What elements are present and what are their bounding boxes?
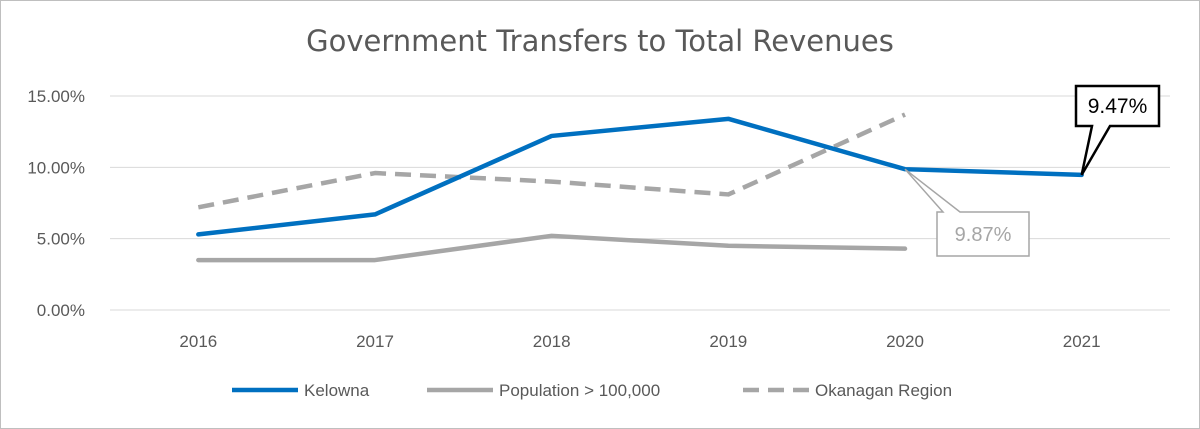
y-axis-ticks: 0.00% 5.00% 10.00% 15.00% [27,87,85,320]
legend-item-kelowna: Kelowna [232,381,370,400]
legend-item-population-100-000: Population > 100,000 [427,381,660,400]
data-label-callout: 9.47% [1074,84,1161,176]
x-tick-label: 2020 [886,332,924,351]
callout-label: 9.47% [1088,95,1148,118]
callout-label: 9.87% [955,224,1012,246]
y-tick-label: 5.00% [37,230,85,249]
x-tick-label: 2019 [709,332,747,351]
series-lines [196,112,1084,263]
data-label-callouts: 9.47% 9.87% [904,84,1161,257]
series-line-okanagan-region [197,112,906,210]
x-tick-label: 2021 [1063,332,1101,351]
y-tick-label: 15.00% [27,87,85,106]
x-tick-label: 2018 [533,332,571,351]
legend: Kelowna Population > 100,000 Okanagan Regi… [232,381,952,400]
legend-label: Okanagan Region [815,381,952,400]
x-axis-ticks: 2016 2017 2018 2019 2020 2021 [179,332,1100,351]
series-line-population-100-000 [196,233,908,263]
x-tick-label: 2016 [179,332,217,351]
data-label-callout: 9.87% [904,168,1030,257]
legend-label: Kelowna [304,381,370,400]
chart-title: Government Transfers to Total Revenues [306,24,894,58]
legend-label: Population > 100,000 [499,381,660,400]
callout-box [904,168,1030,257]
y-tick-label: 10.00% [27,158,85,177]
x-tick-label: 2017 [356,332,394,351]
callout-box [1074,84,1161,176]
y-tick-label: 0.00% [37,301,85,320]
series-line-kelowna [196,116,1084,237]
legend-item-okanagan-region: Okanagan Region [743,381,952,400]
